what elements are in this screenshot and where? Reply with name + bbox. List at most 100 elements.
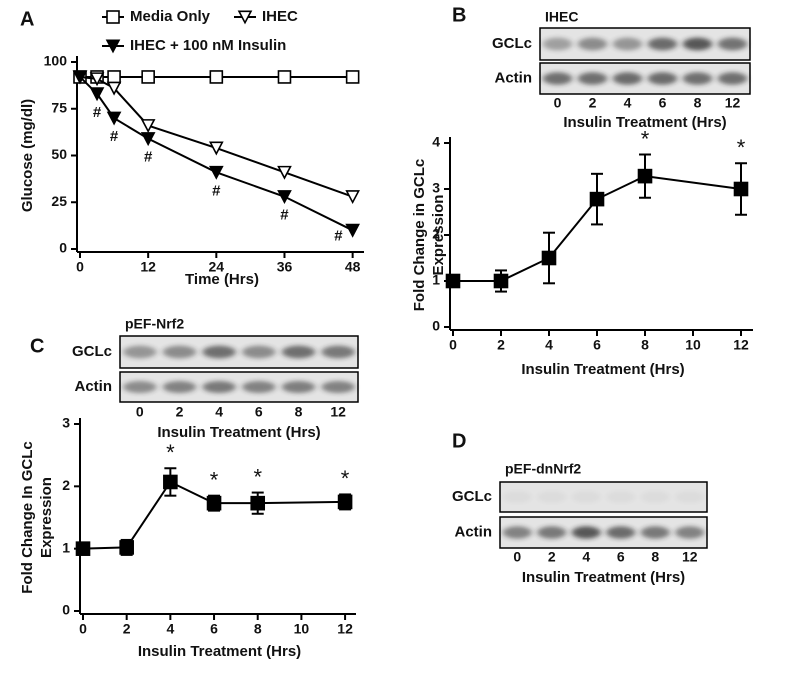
x-tick-label: 24 [209,259,225,275]
lane-label: 0 [554,95,562,111]
x-tick-label: 4 [166,621,174,637]
marker [141,70,155,84]
annotation: * [210,467,219,492]
blot-label: pEF-Nrf2 [125,316,184,332]
panel-letter: B [452,4,466,26]
annotation: # [144,149,153,166]
x-tick-label: 8 [641,337,649,353]
marker [140,132,156,147]
blot-band [717,37,748,51]
x-axis-label: Insulin Treatment (Hrs) [521,361,684,378]
legend-label: IHEC + 100 nM Insulin [130,37,286,54]
marker [345,223,360,238]
blot-band [537,491,567,503]
lane-label: 4 [624,95,632,111]
blot-row-label: GCLc [492,35,532,52]
x-tick-label: 12 [733,337,749,353]
blot-frame [499,481,708,513]
blot-band [242,381,276,393]
blot-band [162,381,197,393]
x-tick-label: 36 [277,259,293,275]
y-tick-label: 1 [432,272,440,288]
marker [75,541,91,556]
blot-band [640,526,670,539]
blot-band [682,72,713,85]
y-tick-label: 1 [62,539,70,555]
blot-band [281,345,316,359]
marker [163,474,178,490]
marker [106,10,120,24]
blot-band [202,345,236,359]
x-tick-label: 48 [345,259,361,275]
marker [206,495,222,511]
marker [589,191,605,207]
annotation: # [280,207,289,224]
y-tick-label: 0 [59,240,67,256]
y-axis-label: Expression [430,195,447,276]
blot-band [675,526,705,539]
lane-label: 12 [682,549,698,565]
blot-row-label: Actin [75,378,113,395]
y-tick-label: 4 [432,134,440,150]
blot-band [542,72,573,85]
annotation: # [93,104,102,121]
blot-band [717,72,748,85]
blot-band [542,37,573,51]
blot-band [202,381,236,393]
blot-band [123,381,157,393]
marker [89,87,105,102]
lane-label: 6 [617,549,625,565]
x-axis-label: Insulin Treatment (Hrs) [138,643,301,660]
x-axis-label: Time (Hrs) [185,271,259,288]
blot-label: IHEC [545,9,578,25]
lane-label: 12 [725,95,741,111]
y-tick-label: 25 [51,193,67,209]
y-tick-label: 2 [432,226,440,242]
annotation: * [253,464,262,489]
blot-band [502,526,532,539]
marker [105,39,121,54]
lane-label: 4 [582,549,590,565]
x-tick-label: 8 [254,621,262,637]
blot-band [502,491,532,503]
blot-frame [119,371,359,403]
annotation: * [641,126,650,151]
blot-row-label: Actin [495,69,533,86]
legend-label: Media Only [130,8,211,25]
marker [107,70,121,84]
x-tick-label: 6 [210,621,218,637]
lane-label: 6 [255,404,263,420]
x-tick-label: 10 [685,337,701,353]
blot-frame [119,335,359,369]
marker [345,70,360,84]
y-axis-label: Glucose (mg/dl) [19,99,36,212]
y-tick-label: 2 [62,477,70,493]
lane-label: 2 [589,95,597,111]
marker [208,141,224,156]
marker [106,81,122,96]
marker [209,70,224,84]
blot-band [162,345,197,359]
annotation: # [110,128,119,145]
blot-row-label: GCLc [452,488,492,505]
marker [277,70,292,84]
marker [72,70,88,85]
lane-label: 8 [694,95,702,111]
blot-label: pEF-dnNrf2 [505,461,581,477]
blot-band [647,72,678,85]
lane-label: 8 [295,404,303,420]
marker [733,181,749,197]
blot-band [571,526,601,539]
marker [237,10,253,25]
y-tick-label: 100 [44,53,68,69]
marker [208,165,224,180]
x-tick-label: 2 [497,337,505,353]
blot-frame [539,62,751,95]
y-tick-label: 0 [62,602,70,618]
blot-x-label: Insulin Treatment (Hrs) [157,424,320,441]
legend-label: IHEC [262,8,298,25]
marker [345,190,360,205]
blot-band [571,491,601,503]
marker [277,190,292,205]
